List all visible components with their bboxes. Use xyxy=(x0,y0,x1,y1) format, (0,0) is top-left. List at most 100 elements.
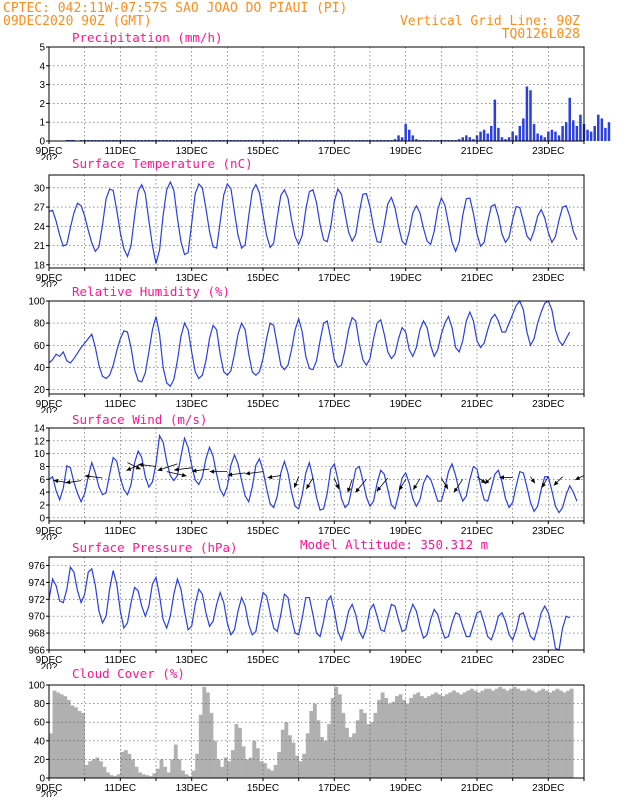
cloud-cover-bar xyxy=(455,692,460,778)
precipitation-bar xyxy=(604,127,607,141)
cloud-cover-bar xyxy=(534,692,538,778)
precipitation-bar xyxy=(550,129,554,141)
wind-vector xyxy=(530,476,536,484)
cloud-cover-bar xyxy=(84,764,89,778)
cloud-cover-bar xyxy=(370,722,374,778)
wind-vector xyxy=(499,475,513,480)
cloud-cover-bar xyxy=(141,774,146,778)
precipitation-bar xyxy=(479,131,482,141)
wind-xtick-label: 15DEC xyxy=(247,526,279,537)
pressure-xtick-label: 11DEC xyxy=(105,655,137,666)
cloud-cover-bar xyxy=(302,753,307,778)
precipitation-bar xyxy=(525,86,529,141)
cloud-cover-bar xyxy=(362,712,367,778)
cloud-cover-bar xyxy=(131,759,135,778)
cloud-cover-bar xyxy=(348,737,353,778)
precipitation-bar xyxy=(561,125,564,141)
cloud-cover-bar xyxy=(509,688,513,778)
cloud-cover-bar xyxy=(152,773,157,778)
cloud-cover-bar xyxy=(49,733,53,778)
cloud-cover-bar xyxy=(437,694,442,778)
cloud-cover-bar xyxy=(309,711,314,778)
precipitation-bar xyxy=(397,135,400,141)
cloud-cover-bar xyxy=(359,709,364,778)
wind-vector xyxy=(157,463,178,472)
wind-vector xyxy=(166,471,187,478)
precipitation-bar xyxy=(554,131,557,141)
cloud-cover-bar xyxy=(491,690,496,778)
precipitation-xtick-year: 20? xyxy=(41,153,58,164)
pressure-xtick-label: 13DEC xyxy=(176,655,208,666)
pressure-xtick-label: 21DEC xyxy=(461,655,493,666)
cloud-cover-bar xyxy=(544,690,549,778)
precipitation-ytick-label: 1 xyxy=(39,118,45,129)
cloud-cover-bar xyxy=(423,698,428,778)
pressure-series xyxy=(48,565,570,651)
cloud-cover-bar xyxy=(145,775,150,778)
cloud-cover-bar xyxy=(280,729,285,778)
model-altitude: Model Altitude: 350.312 m xyxy=(300,537,488,552)
precipitation-bar xyxy=(564,122,568,141)
temperature-xtick-label: 9DEC xyxy=(36,273,63,284)
cloud-cover-bar xyxy=(541,688,546,778)
cloud-cover-bar xyxy=(109,775,114,778)
cloud-cover-bar xyxy=(127,753,132,778)
cloud-cover-bar xyxy=(59,694,64,778)
wind-vector xyxy=(267,474,281,480)
cloud-cover-bar xyxy=(555,688,560,778)
pressure-xtick-label: 17DEC xyxy=(318,655,350,666)
wind-vector xyxy=(376,477,389,492)
cloud-cover-xtick-label: 23DEC xyxy=(532,783,564,794)
wind-ytick-label: 0 xyxy=(39,513,45,524)
temperature-title: Surface Temperature (nC) xyxy=(72,156,253,171)
temperature-ytick-label: 30 xyxy=(34,183,46,194)
cloud-cover-bar xyxy=(505,690,510,778)
wind-vector xyxy=(347,479,353,493)
humidity-xtick-label: 23DEC xyxy=(532,399,564,410)
cloud-cover-bar xyxy=(441,696,446,778)
cloud-cover-bar xyxy=(188,776,192,778)
cloud-cover-bar xyxy=(205,692,210,778)
cloud-cover-bar xyxy=(537,690,542,778)
precipitation-bar xyxy=(557,135,561,141)
cloud-cover-bar xyxy=(73,707,78,778)
wind-xtick-label: 21DEC xyxy=(461,526,493,537)
humidity-xtick-label: 19DEC xyxy=(390,399,422,410)
precipitation-bar xyxy=(475,135,479,141)
cloud-cover-bar xyxy=(184,774,189,778)
cloud-cover-bar xyxy=(473,690,478,778)
temperature-xtick-label: 21DEC xyxy=(461,273,493,284)
cloud-cover-bar xyxy=(569,688,574,778)
humidity-ytick-label: 40 xyxy=(34,363,46,374)
cloud-cover-bar xyxy=(191,770,196,778)
wind-ytick-label: 6 xyxy=(39,475,45,486)
cloud-cover-bar xyxy=(156,768,160,778)
cloud-cover-bar xyxy=(52,690,57,778)
cloud-cover-bar xyxy=(416,692,421,778)
cloud-cover-bar xyxy=(452,690,456,778)
wind-vector xyxy=(553,476,563,486)
cloud-cover-bar xyxy=(312,703,317,778)
cloud-cover-xtick-label: 9DEC xyxy=(36,783,63,794)
pressure-title: Surface Pressure (hPa) xyxy=(72,540,238,555)
cloud-cover-bar xyxy=(284,722,289,778)
wind-vector xyxy=(191,468,210,473)
cloud-cover-bar xyxy=(170,759,175,778)
cloud-cover-bar xyxy=(63,696,68,778)
precipitation-xtick-label: 17DEC xyxy=(318,146,350,157)
precipitation-ytick-label: 5 xyxy=(39,43,45,54)
cloud-cover-bar xyxy=(391,701,396,778)
cloud-cover-bar xyxy=(459,694,464,778)
humidity-xtick-label: 13DEC xyxy=(176,399,208,410)
pressure-panel: 966 968 970 972 974 976 9DEC 11DEC 13DEC 15DEC 17D… xyxy=(28,540,585,673)
wind-vector xyxy=(245,471,264,476)
cloud-cover-bar xyxy=(384,698,389,778)
wind-vector xyxy=(440,477,449,490)
cloud-cover-ytick-label: 40 xyxy=(34,736,46,747)
wind-ytick-label: 2 xyxy=(39,501,45,512)
cloud-cover-bar xyxy=(295,755,299,778)
wind-vector xyxy=(575,475,585,481)
wind-vector xyxy=(53,478,67,484)
precipitation-bar xyxy=(393,139,397,141)
